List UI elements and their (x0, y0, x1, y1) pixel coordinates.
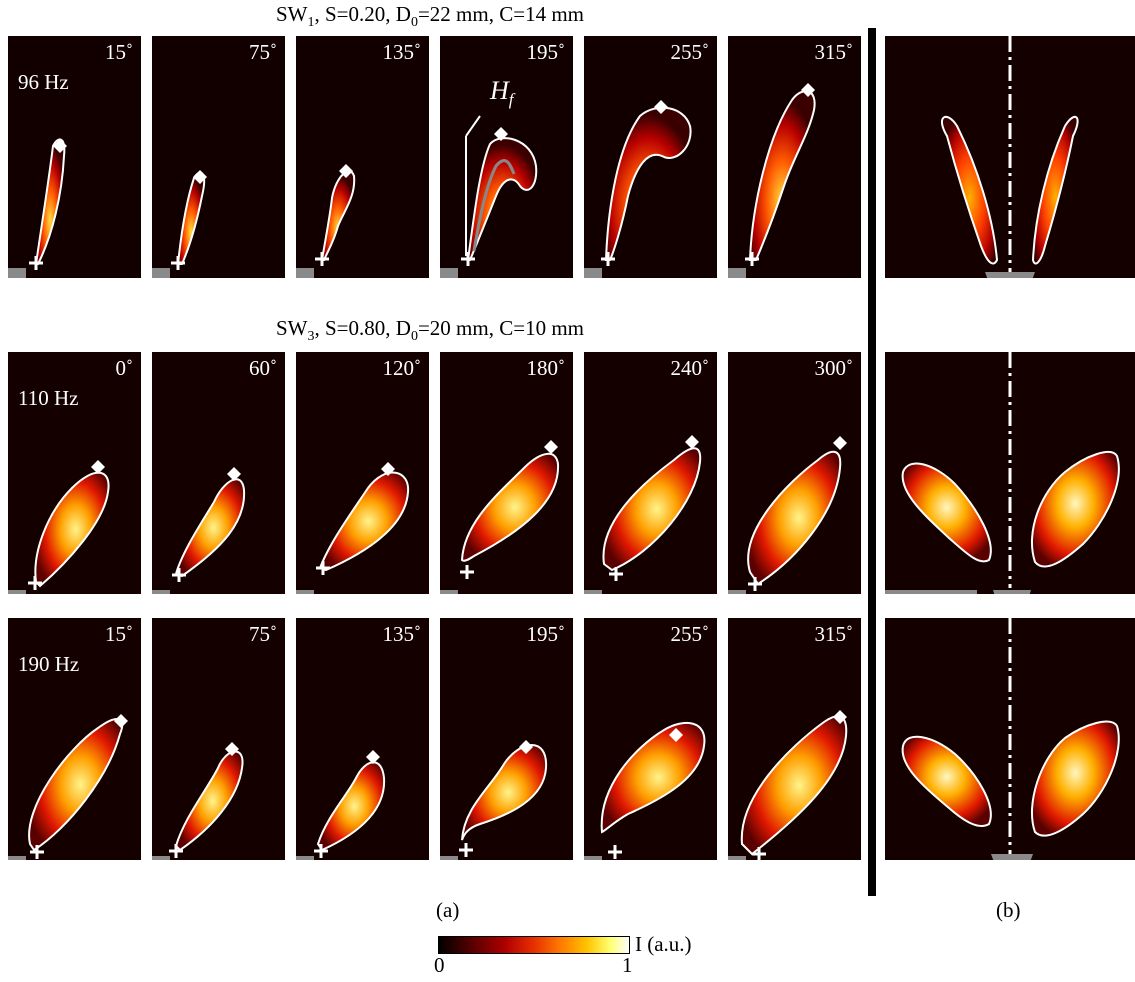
phase-angle-label: 195˚ (526, 40, 566, 64)
phase-angle-label: 300˚ (814, 356, 854, 380)
phase-angle-label: 75˚ (249, 40, 277, 64)
panel-divider (868, 28, 876, 896)
flame-image-row3-col6: 315˚ (728, 618, 861, 860)
frequency-label: 190 Hz (18, 652, 80, 676)
caption-a: (a) (436, 898, 460, 922)
phase-angle-label: 120˚ (382, 356, 422, 380)
phase-angle-label: 0˚ (115, 356, 134, 380)
colorbar-title: I (a.u.) (635, 932, 692, 956)
row-2-title: SW3, S=0.80, D0=20 mm, C=10 mm (276, 316, 584, 345)
phase-angle-label: 315˚ (814, 622, 854, 646)
phase-angle-label: 60˚ (249, 356, 277, 380)
flame-image-row1-col5: 255˚ (584, 36, 717, 278)
colorbar-max-label: 1 (622, 953, 633, 977)
phase-angle-label: 15˚ (105, 40, 133, 64)
flame-image-row3-col3: 135˚ (296, 618, 429, 860)
colorbar-min-label: 0 (434, 953, 445, 977)
flame-image-row3-col1: 15˚ 190 Hz (8, 618, 141, 860)
colorbar (438, 936, 630, 954)
flame-image-row2-col5: 240˚ (584, 352, 717, 594)
caption-b: (b) (996, 898, 1021, 922)
mean-flame-image-row3 (885, 618, 1135, 860)
flame-height-label: Hf (490, 76, 514, 110)
phase-angle-label: 315˚ (814, 40, 854, 64)
flame-image-row2-col4: 180˚ (440, 352, 573, 594)
flame-image-row1-col6: 315˚ (728, 36, 861, 278)
flame-image-row2-col2: 60˚ (152, 352, 285, 594)
flame-image-row3-col5: 255˚ (584, 618, 717, 860)
phase-angle-label: 255˚ (670, 622, 710, 646)
flame-image-row2-col3: 120˚ (296, 352, 429, 594)
phase-angle-label: 135˚ (382, 40, 422, 64)
phase-angle-label: 240˚ (670, 356, 710, 380)
phase-angle-label: 195˚ (526, 622, 566, 646)
phase-angle-label: 75˚ (249, 622, 277, 646)
frequency-label: 96 Hz (18, 70, 69, 94)
flame-image-row1-col1: 15˚ 96 Hz (8, 36, 141, 278)
flame-image-row1-col2: 75˚ (152, 36, 285, 278)
phase-angle-label: 255˚ (670, 40, 710, 64)
flame-image-row3-col2: 75˚ (152, 618, 285, 860)
row-1-title: SW1, S=0.20, D0=22 mm, C=14 mm (276, 2, 584, 31)
mean-flame-image-row1 (885, 36, 1135, 278)
flame-image-row3-col4: 195˚ (440, 618, 573, 860)
flame-image-row1-col3: 135˚ (296, 36, 429, 278)
flame-image-row1-col4: 195˚ Hf (440, 36, 573, 278)
flame-image-row2-col6: 300˚ (728, 352, 861, 594)
mean-flame-image-row2 (885, 352, 1135, 594)
flame-image-row2-col1: 0˚ 110 Hz (8, 352, 141, 594)
frequency-label: 110 Hz (18, 386, 79, 410)
phase-angle-label: 135˚ (382, 622, 422, 646)
phase-angle-label: 15˚ (105, 622, 133, 646)
phase-angle-label: 180˚ (526, 356, 566, 380)
